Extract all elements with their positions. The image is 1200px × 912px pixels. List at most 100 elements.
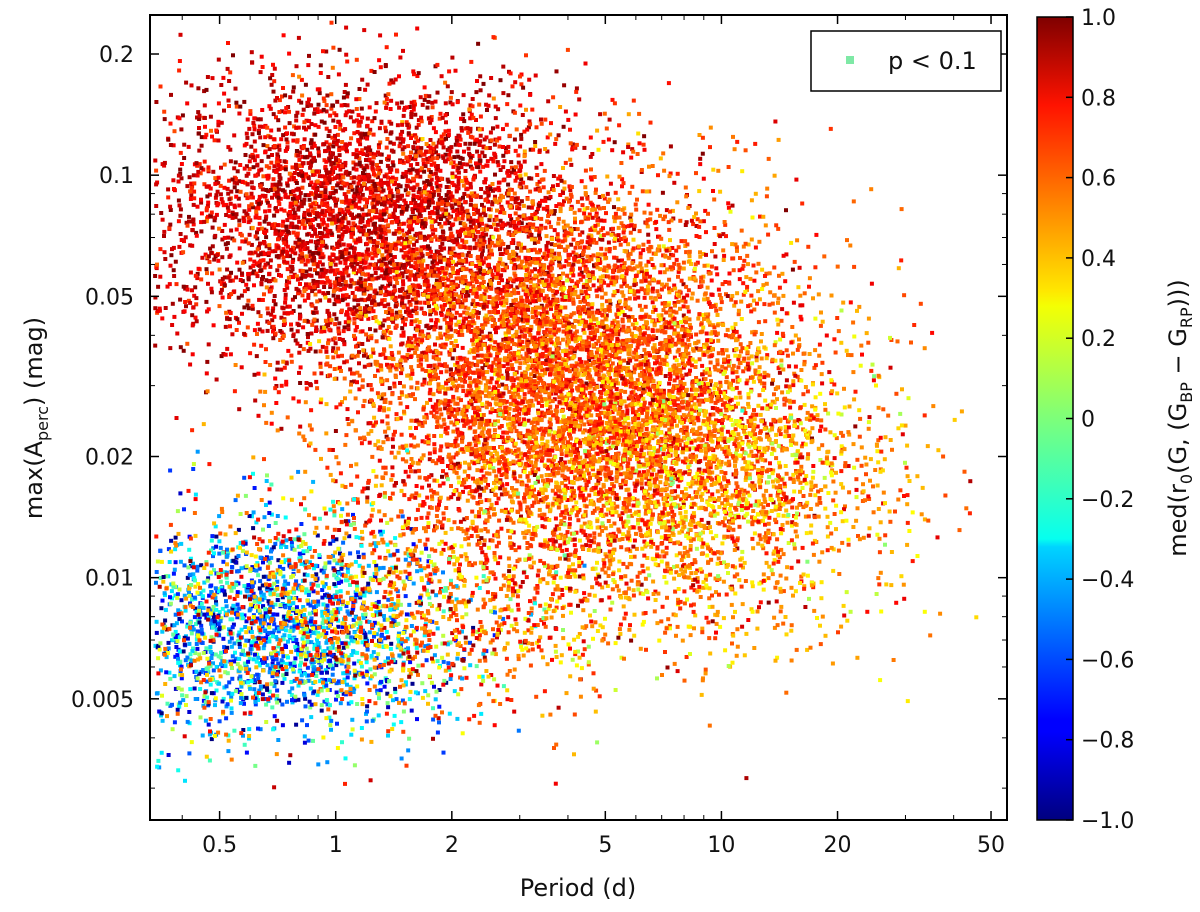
data-point [425, 400, 429, 405]
data-point [487, 252, 492, 257]
data-point [334, 256, 339, 261]
data-point [298, 365, 303, 370]
data-point [423, 224, 427, 229]
data-point [426, 283, 431, 288]
data-point [283, 110, 287, 115]
data-point [340, 337, 345, 342]
data-point [335, 138, 340, 143]
data-point [587, 242, 592, 247]
data-point [438, 325, 443, 330]
data-point [249, 242, 254, 247]
data-point [475, 330, 480, 335]
data-point [306, 193, 311, 198]
data-point [528, 300, 532, 305]
data-point [708, 391, 713, 396]
data-point [484, 102, 489, 107]
data-point [386, 175, 391, 180]
data-point [533, 144, 538, 148]
data-point [460, 345, 465, 350]
data-point [439, 217, 443, 221]
data-point [383, 261, 388, 266]
data-point [302, 137, 307, 142]
data-point [463, 141, 468, 146]
data-point [532, 240, 537, 245]
data-point [895, 339, 900, 344]
data-point [329, 92, 334, 97]
data-point [373, 225, 378, 230]
data-point [411, 193, 416, 198]
data-point [321, 107, 326, 112]
data-point [449, 289, 454, 294]
data-point [340, 298, 345, 303]
data-point [371, 168, 376, 173]
data-point [247, 126, 252, 131]
data-point [378, 159, 383, 164]
data-point [330, 135, 335, 140]
data-point [332, 220, 337, 225]
data-point [446, 132, 451, 137]
data-point [422, 180, 427, 185]
data-point [501, 91, 506, 96]
data-point [306, 125, 311, 130]
data-point [400, 129, 405, 134]
data-point [232, 133, 237, 138]
data-point [466, 251, 471, 255]
data-point [410, 368, 415, 373]
data-point [628, 215, 633, 220]
data-point [244, 282, 249, 287]
data-point [286, 311, 291, 316]
data-point [398, 55, 403, 60]
data-point [427, 174, 432, 179]
data-point [331, 144, 336, 149]
data-point [424, 142, 429, 146]
data-point [458, 221, 463, 226]
data-point [310, 218, 315, 222]
data-point [189, 83, 194, 88]
data-point [365, 116, 370, 121]
data-point [432, 161, 437, 166]
data-point [464, 257, 468, 262]
data-point [290, 260, 295, 264]
data-point [202, 182, 207, 187]
data-point [745, 378, 750, 383]
data-point [626, 426, 631, 431]
data-point [481, 244, 486, 249]
data-point [286, 229, 291, 234]
data-point [485, 186, 490, 190]
data-point [329, 231, 334, 236]
data-point [200, 255, 205, 260]
data-point [331, 346, 336, 351]
data-point [409, 150, 413, 155]
data-point [556, 133, 561, 138]
data-point [501, 153, 506, 158]
data-point [314, 310, 319, 315]
data-point [188, 197, 193, 201]
data-point [386, 426, 391, 431]
data-point [449, 223, 454, 228]
data-point [364, 158, 368, 162]
data-point [468, 224, 473, 229]
data-point [393, 295, 398, 300]
data-point [324, 126, 329, 131]
data-point [207, 192, 212, 197]
data-point [262, 240, 267, 245]
data-point [351, 221, 356, 226]
data-point [323, 226, 327, 231]
data-point [464, 531, 469, 536]
data-point [179, 176, 184, 181]
data-point [191, 217, 196, 222]
data-point [407, 300, 412, 305]
data-point [496, 419, 500, 424]
data-point [427, 149, 432, 154]
data-point [565, 486, 570, 490]
data-point [512, 167, 516, 172]
data-point [435, 201, 440, 206]
data-point [366, 212, 371, 217]
data-point [372, 181, 377, 186]
data-point [478, 158, 483, 163]
data-point [545, 149, 550, 154]
data-point [308, 182, 313, 187]
data-point [513, 548, 518, 553]
data-point [313, 306, 318, 311]
data-point [246, 171, 251, 176]
